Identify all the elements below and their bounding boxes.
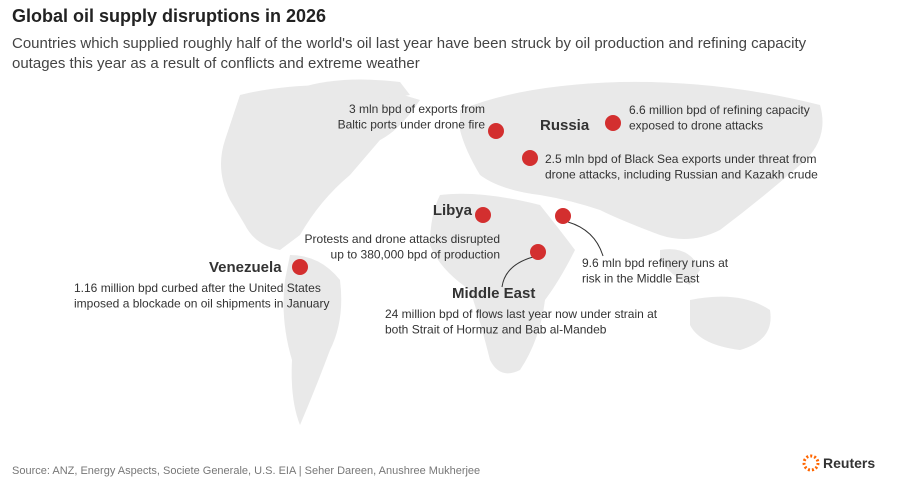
annotation-line: both Strait of Hormuz and Bab al-Mandeb (385, 323, 607, 337)
annotation-line: 3 mln bpd of exports from (349, 102, 485, 116)
leaders (501, 221, 604, 288)
annotation-line: imposed a blockade on oil shipments in J… (74, 297, 329, 311)
marker (555, 208, 571, 224)
annotation-line: risk in the Middle East (582, 272, 700, 286)
annotation-line: exposed to drone attacks (629, 119, 763, 133)
marker (475, 207, 491, 223)
annotation-line: 2.5 mln bpd of Black Sea exports under t… (545, 152, 816, 166)
annotation-line: drone attacks, including Russian and Kaz… (545, 168, 818, 182)
marker (530, 244, 546, 260)
subtitle-line: outages this year as a result of conflic… (12, 55, 420, 72)
place-label: Venezuela (209, 259, 282, 276)
marker (522, 150, 538, 166)
source: Source: ANZ, Energy Aspects, Societe Gen… (12, 465, 480, 477)
annotation-line: 9.6 mln bpd refinery runs at (582, 256, 729, 270)
annotation-line: up to 380,000 bpd of production (331, 248, 500, 262)
marker (605, 115, 621, 131)
annotation-line: Baltic ports under drone fire (338, 118, 486, 132)
place-label: Libya (433, 202, 473, 219)
place-label: Middle East (452, 285, 535, 302)
logo: Reuters (802, 454, 875, 472)
svg-text:Reuters: Reuters (823, 455, 875, 471)
annotation-line: 1.16 million bpd curbed after the United… (74, 281, 321, 295)
marker (292, 259, 308, 275)
annotation-line: Protests and drone attacks disrupted (305, 232, 500, 246)
annotation-line: 24 million bpd of flows last year now un… (385, 307, 658, 321)
annotation-line: 6.6 million bpd of refining capacity (629, 103, 810, 117)
subtitle-line: Countries which supplied roughly half of… (12, 35, 807, 52)
place-label: Russia (540, 117, 590, 134)
marker (488, 123, 504, 139)
title: Global oil supply disruptions in 2026 (12, 6, 326, 26)
